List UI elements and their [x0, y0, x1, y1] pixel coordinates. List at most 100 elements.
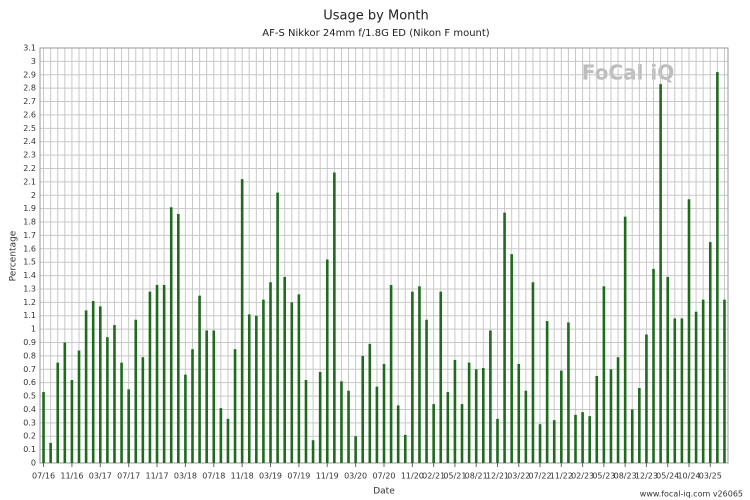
bar [226, 418, 230, 463]
bar [411, 291, 414, 463]
y-tick-label: 2.9 [23, 70, 36, 79]
y-tick-label: 1.9 [23, 204, 36, 213]
x-tick-label: 05/21 [443, 472, 466, 481]
bar [106, 337, 109, 463]
bar [446, 392, 450, 463]
bar [609, 369, 613, 463]
x-tick-label: 03/19 [259, 472, 282, 481]
y-tick-label: 1 [31, 325, 36, 334]
bar [673, 318, 677, 463]
x-tick-label: 03/20 [344, 472, 367, 481]
bar [184, 374, 187, 463]
y-tick-label: 1.4 [23, 271, 36, 280]
y-tick-label: 0.6 [23, 378, 36, 387]
bar [652, 268, 655, 463]
bar [127, 389, 130, 463]
bar [439, 291, 443, 463]
bar [595, 375, 599, 463]
bar [524, 390, 528, 463]
x-tick-label: 03/17 [89, 472, 112, 481]
bar [588, 416, 591, 463]
y-tick-label: 0.2 [23, 432, 36, 441]
bar [325, 259, 329, 463]
bar [680, 318, 684, 463]
x-tick-label: 12/21 [486, 472, 509, 481]
bar [481, 367, 485, 463]
y-tick-label: 1.7 [23, 231, 36, 240]
x-tick-label: 11/16 [60, 472, 83, 481]
y-tick-label: 0.5 [23, 392, 36, 401]
y-tick-label: 0 [31, 459, 36, 468]
x-tick-label: 03/22 [507, 472, 530, 481]
bar [687, 199, 691, 463]
bar [162, 284, 166, 463]
bar [382, 363, 386, 463]
bar [63, 342, 67, 463]
bar [120, 362, 123, 463]
y-tick-label: 2.6 [23, 110, 36, 119]
y-tick-label: 0.3 [23, 418, 36, 427]
bar [191, 349, 194, 463]
bar [623, 216, 627, 463]
bar [467, 362, 471, 463]
bar [240, 179, 244, 463]
bar [375, 386, 379, 463]
y-tick-label: 2.1 [23, 177, 36, 186]
bar [347, 390, 350, 463]
y-tick-label: 0.9 [23, 338, 36, 347]
bar [496, 418, 499, 463]
x-tick-label: 07/17 [117, 472, 140, 481]
bar [84, 310, 88, 463]
y-tick-label: 1.1 [23, 311, 36, 320]
bar [340, 381, 343, 463]
bar [389, 284, 393, 463]
x-tick-label: 07/18 [202, 472, 225, 481]
y-tick-label: 2.4 [23, 137, 36, 146]
bar [233, 349, 237, 463]
bar [290, 302, 294, 463]
bar [645, 334, 648, 463]
bar [311, 440, 315, 463]
bar [304, 380, 308, 463]
bar [453, 359, 457, 463]
bar [262, 299, 265, 463]
x-tick-label: 08/21 [465, 472, 488, 481]
x-tick-label: 11/22 [550, 472, 573, 481]
bar [403, 434, 407, 463]
bar [134, 319, 138, 463]
bar [474, 369, 478, 463]
x-tick-label: 02/21 [422, 472, 445, 481]
bar [113, 325, 116, 463]
y-tick-label: 2.7 [23, 97, 36, 106]
x-tick-label: 11/20 [401, 472, 424, 481]
bar [460, 404, 464, 463]
x-tick-label: 07/16 [32, 472, 55, 481]
bar [361, 355, 365, 463]
bar [141, 357, 145, 463]
x-tick-label: 03/25 [699, 472, 722, 481]
footer: www.focal-iq.com v26065 [640, 490, 743, 499]
bar [581, 412, 584, 463]
y-tick-label: 2.5 [23, 124, 36, 133]
bar [517, 363, 521, 463]
bar [354, 436, 357, 463]
bar [177, 214, 180, 463]
bar [269, 282, 272, 463]
bar [42, 392, 45, 463]
bar [212, 330, 216, 463]
x-tick-label: 11/19 [316, 472, 339, 481]
bar [333, 172, 336, 463]
x-tick-label: 07/22 [529, 472, 552, 481]
y-tick-label: 2.2 [23, 164, 36, 173]
bar [276, 192, 279, 464]
bar [56, 362, 60, 463]
x-tick-label: 10/24 [677, 472, 700, 481]
x-axis-title: Date [373, 487, 395, 497]
bar [602, 286, 606, 463]
bar [432, 404, 435, 463]
bar [219, 408, 223, 463]
bar [510, 254, 513, 463]
bar [616, 357, 620, 463]
bar [574, 414, 577, 463]
bar [701, 299, 705, 463]
